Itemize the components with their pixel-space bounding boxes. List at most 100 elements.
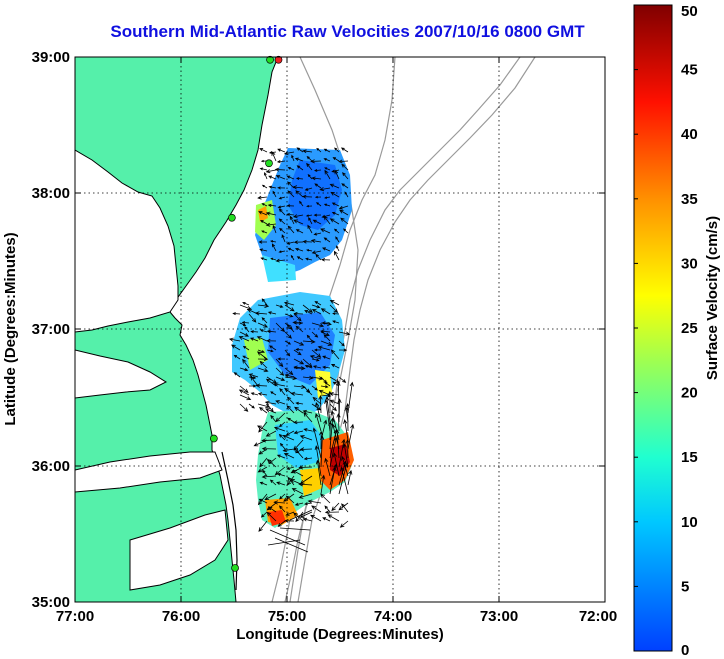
velocity-vector xyxy=(239,394,252,401)
velocity-vector xyxy=(257,349,265,353)
velocity-vector xyxy=(258,240,268,244)
velocity-vector xyxy=(266,458,277,468)
velocity-vector xyxy=(305,214,313,217)
velocity-vector xyxy=(345,438,350,459)
velocity-vector xyxy=(322,355,331,360)
velocity-vector xyxy=(272,224,277,234)
velocity-vector xyxy=(306,204,313,208)
velocity-vector xyxy=(278,250,286,254)
velocity-vector xyxy=(279,527,311,531)
velocity-vector xyxy=(311,176,322,181)
velocity-vector xyxy=(273,426,286,432)
velocity-vector xyxy=(311,349,322,358)
velocity-vector xyxy=(275,174,286,180)
velocity-vector xyxy=(311,250,322,255)
velocity-vector xyxy=(322,247,331,252)
velocity-vector xyxy=(323,237,331,243)
velocity-vector xyxy=(261,317,268,324)
velocity-vector xyxy=(334,169,340,180)
velocity-vector xyxy=(331,211,340,216)
velocity-vector xyxy=(239,367,249,372)
velocity-vector xyxy=(284,373,295,378)
velocity-vector xyxy=(265,408,277,414)
velocity-vector xyxy=(323,148,331,153)
velocity-vector xyxy=(277,357,286,361)
velocity-vector xyxy=(261,184,268,189)
velocity-vector xyxy=(327,390,332,414)
velocity-vector xyxy=(301,194,313,199)
velocity-vector xyxy=(267,203,277,208)
x-axis-label: Longitude (Degrees:Minutes) xyxy=(236,626,444,643)
velocity-vector xyxy=(299,511,313,518)
velocity-vector xyxy=(347,469,353,486)
velocity-vector xyxy=(295,401,304,405)
tick-marks xyxy=(75,57,605,602)
velocity-vector xyxy=(278,433,286,441)
velocity-vector xyxy=(268,185,277,189)
velocity-vector xyxy=(331,202,340,207)
velocity-vector xyxy=(313,168,322,172)
chesapeake-bay xyxy=(75,149,179,333)
velocity-vector xyxy=(307,174,313,180)
velocity-vector xyxy=(340,147,349,153)
velocity-vector xyxy=(267,311,277,315)
velocity-vector xyxy=(309,354,322,360)
velocity-vector xyxy=(278,421,286,428)
velocity-vector xyxy=(347,423,355,450)
velocity-vector xyxy=(342,172,349,180)
velocity-vector xyxy=(319,187,331,192)
velocity-vector xyxy=(265,430,277,437)
x-tick-label: 73:00 xyxy=(480,608,518,625)
velocity-vector xyxy=(340,217,349,225)
velocity-vector xyxy=(276,454,286,459)
velocity-vector xyxy=(320,308,331,315)
velocity-vector xyxy=(293,384,306,389)
velocity-vector xyxy=(291,154,295,162)
colorbar-tick-label: 35 xyxy=(681,191,698,208)
velocity-vector xyxy=(339,520,349,528)
velocity-vector xyxy=(340,466,349,495)
velocity-vector xyxy=(261,446,277,451)
velocity-vector xyxy=(306,162,313,171)
velocity-vector xyxy=(242,345,250,351)
velocity-vector xyxy=(329,399,340,405)
y-tick-label: 36:00 xyxy=(32,458,70,475)
velocity-vector xyxy=(321,321,331,325)
velocity-vector xyxy=(287,417,295,423)
velocity-vector xyxy=(320,228,331,234)
velocity-vector xyxy=(276,481,286,486)
y-tick-label: 35:00 xyxy=(32,594,70,611)
velocity-vector xyxy=(311,331,319,338)
velocity-vector xyxy=(248,313,257,323)
velocity-vector xyxy=(304,364,313,369)
velocity-vector xyxy=(262,469,268,477)
velocity-vector xyxy=(258,211,268,216)
velocity-vector xyxy=(324,457,331,477)
velocity-vector xyxy=(287,476,295,486)
velocity-vector xyxy=(296,256,304,261)
velocity-vector xyxy=(232,312,241,316)
x-tick-label: 77:00 xyxy=(56,608,94,625)
velocity-vector xyxy=(250,392,259,396)
velocity-vector xyxy=(308,216,313,225)
colorbar-tick-label: 40 xyxy=(681,126,698,143)
velocity-vector xyxy=(312,365,322,369)
velocity-vector xyxy=(320,493,331,504)
velocity-vector xyxy=(312,427,322,459)
velocity-vector xyxy=(269,529,306,546)
velocity-vector xyxy=(325,396,331,423)
bathymetry-contour-1 xyxy=(284,57,359,602)
velocity-vector xyxy=(307,499,322,504)
velocity-vector xyxy=(279,442,286,450)
velocity-vector xyxy=(293,313,302,322)
velocity-vector xyxy=(258,421,268,433)
velocity-vector xyxy=(284,367,294,376)
velocity-vector xyxy=(284,304,295,312)
velocity-vector xyxy=(302,375,314,380)
velocity-vector xyxy=(268,506,277,513)
velocity-vector xyxy=(323,334,331,342)
colorbar-tick-label: 30 xyxy=(681,255,698,272)
velocity-vector xyxy=(257,392,268,396)
velocity-vector xyxy=(302,358,313,368)
velocity-vector xyxy=(290,391,304,396)
